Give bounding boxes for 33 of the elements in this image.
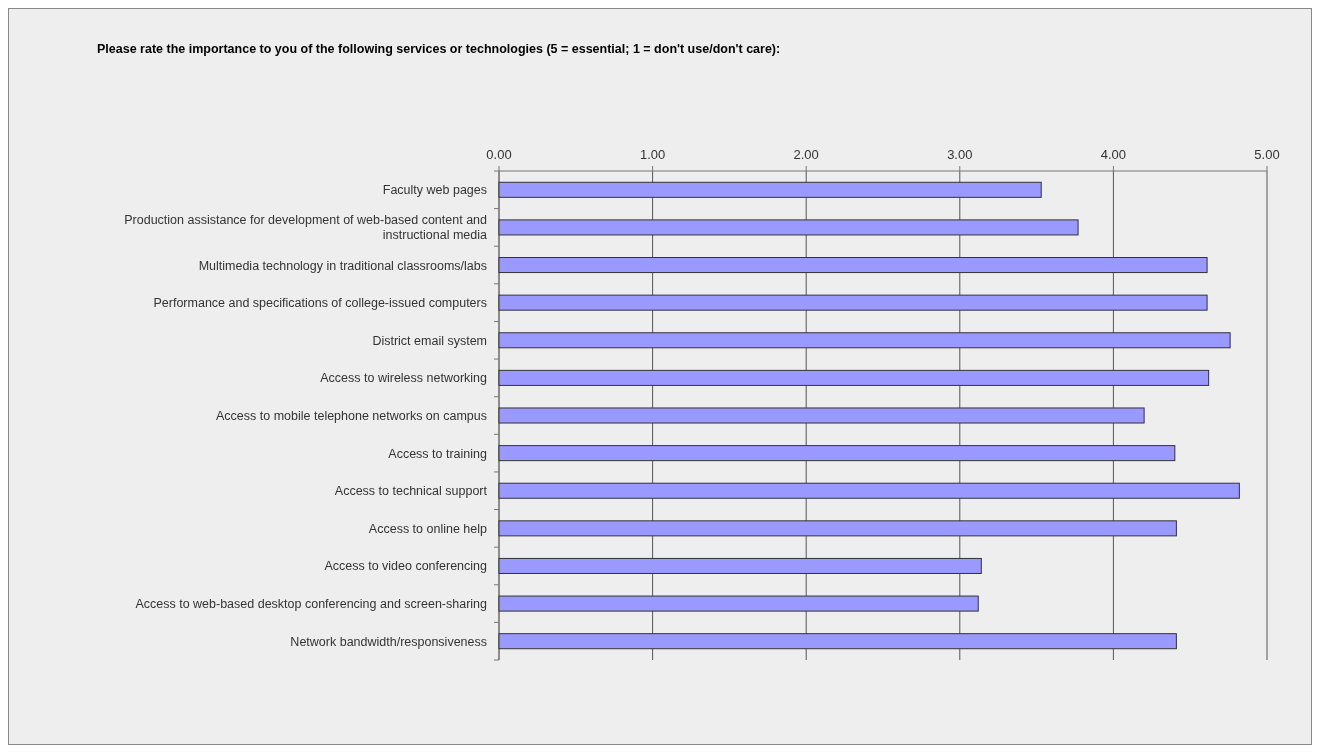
bar bbox=[498, 369, 1210, 386]
y-tick-label: Production assistance for development of web-based content and instructional media bbox=[124, 213, 488, 243]
x-tick-label: 2.00 bbox=[793, 147, 819, 162]
bar bbox=[498, 294, 1208, 311]
x-tick-label: 3.00 bbox=[947, 147, 973, 162]
y-tick-label: Multimedia technology in traditional classrooms/labs bbox=[198, 258, 487, 273]
bar bbox=[498, 595, 979, 612]
y-tick-label: Faculty web pages bbox=[382, 183, 487, 198]
x-tick-label: 1.00 bbox=[639, 147, 666, 162]
bar bbox=[498, 633, 1177, 650]
x-tick-label: 5.00 bbox=[1254, 147, 1280, 162]
y-tick-label: Network bandwidth/responsiveness bbox=[290, 634, 487, 649]
bar bbox=[498, 482, 1240, 499]
bar bbox=[498, 407, 1145, 424]
bar bbox=[498, 219, 1079, 236]
bar bbox=[498, 332, 1231, 349]
chart-title: Please rate the importance to you of the following services or technologies (5 = essential; 1 = don't use/don't care): bbox=[97, 42, 781, 56]
bar bbox=[498, 520, 1177, 537]
y-tick-label: District email system bbox=[372, 333, 487, 348]
y-tick-label: Access to training bbox=[388, 446, 488, 461]
bar bbox=[498, 445, 1176, 462]
y-tick-label: Access to web-based desktop conferencing and screen-sharing bbox=[135, 597, 488, 612]
y-tick-label: Access to online help bbox=[368, 521, 488, 536]
y-tick-label: Access to video conferencing bbox=[324, 559, 488, 574]
y-tick-label: Access to wireless networking bbox=[320, 371, 488, 386]
x-tick-label: 0.00 bbox=[486, 147, 512, 162]
bar bbox=[498, 257, 1208, 274]
y-tick-label: Access to technical support bbox=[334, 484, 488, 499]
x-tick-label: 4.00 bbox=[1100, 147, 1127, 162]
y-tick-label: Performance and specifications of college-issued computers bbox=[153, 296, 487, 311]
bar bbox=[498, 181, 1042, 198]
y-tick-label: Access to mobile telephone networks on campus bbox=[216, 409, 487, 423]
bar bbox=[498, 557, 982, 574]
